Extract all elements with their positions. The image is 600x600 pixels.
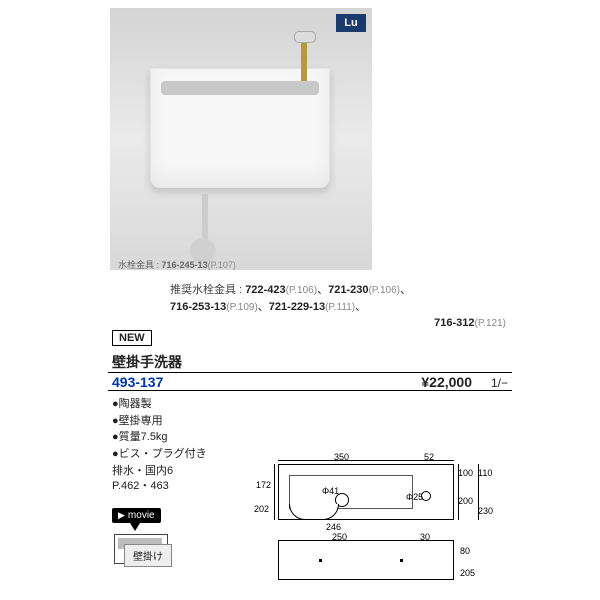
- schematic-top-view: [278, 464, 454, 520]
- photo-caption: 水栓金具 : 716-245-13(P.107): [118, 258, 236, 271]
- rec-2-model: 716-253-13: [170, 301, 226, 313]
- rec-3-page: (P.111): [325, 302, 355, 313]
- dimension-drawing: 350 52 172 202 100 110 200 230 Φ41 Φ25 2…: [260, 458, 512, 590]
- drain-line2: P.462・463: [112, 479, 173, 494]
- bullet-1: ●壁掛専用: [112, 413, 207, 430]
- rec-4-page: (P.121): [474, 318, 506, 329]
- faucet-illustration: [301, 39, 307, 93]
- rec-1-page: (P.106): [368, 285, 400, 296]
- wall-mount-label: 壁掛け: [124, 544, 172, 567]
- rec-0-model: 722-423: [245, 284, 285, 296]
- arrow-down-icon: [130, 523, 140, 531]
- bullet-2: ●質量7.5kg: [112, 429, 207, 446]
- sink-illustration: [150, 68, 330, 188]
- product-photo: Lu: [110, 8, 372, 270]
- rec-4-model: 716-312: [434, 317, 474, 329]
- movie-tag: movie: [112, 508, 161, 523]
- rec-0-page: (P.106): [286, 285, 318, 296]
- bullet-0: ●陶器製: [112, 396, 207, 413]
- spec-bullets: ●陶器製 ●壁掛専用 ●質量7.5kg ●ビス・プラグ付き: [112, 396, 207, 462]
- product-title: 壁掛手洗器: [112, 352, 182, 372]
- movie-indicator: movie: [112, 508, 161, 531]
- series-badge: Lu: [336, 14, 366, 32]
- dim-100: 100: [458, 468, 473, 478]
- drain-note: 排水・国内6 P.462・463: [112, 464, 173, 495]
- dim-250: 250: [332, 532, 347, 542]
- dim-80: 80: [460, 546, 470, 556]
- rec-1-model: 721-230: [328, 284, 368, 296]
- bullet-3: ●ビス・プラグ付き: [112, 446, 207, 463]
- dim-172: 172: [256, 480, 271, 490]
- product-sku: 493-137: [112, 374, 163, 390]
- divider-top: [108, 372, 512, 373]
- caption-label: 水栓金具 :: [118, 260, 159, 270]
- dim-246: 246: [326, 522, 341, 532]
- recommend-label: 推奨水栓金具 :: [170, 284, 242, 296]
- sep: 、: [317, 284, 328, 296]
- sep: 、: [400, 284, 411, 296]
- dim-205: 205: [460, 568, 475, 578]
- drain-line1: 排水・国内6: [112, 464, 173, 479]
- sep: 、: [355, 301, 366, 313]
- dim-202: 202: [254, 504, 269, 514]
- rec-2-page: (P.109): [226, 302, 258, 313]
- rec-3-model: 721-229-13: [269, 301, 325, 313]
- recommended-fittings: 推奨水栓金具 : 722-423(P.106)、721-230(P.106)、 …: [170, 282, 510, 332]
- dim-200: 200: [458, 496, 473, 506]
- caption-page: (P.107): [208, 260, 236, 270]
- divider-bottom: [108, 390, 512, 391]
- dim-110: 110: [478, 468, 492, 478]
- price-unit: 1/−: [491, 376, 508, 390]
- dim-phi41: Φ41: [322, 486, 339, 496]
- caption-model: 716-245-13: [162, 260, 208, 270]
- schematic-front-view: [278, 540, 454, 580]
- product-price: ¥22,000: [421, 374, 472, 390]
- dim-230: 230: [478, 506, 493, 516]
- dim-phi25: Φ25: [406, 492, 423, 502]
- sep: 、: [258, 301, 269, 313]
- new-badge: NEW: [112, 330, 152, 346]
- dim-30: 30: [420, 532, 430, 542]
